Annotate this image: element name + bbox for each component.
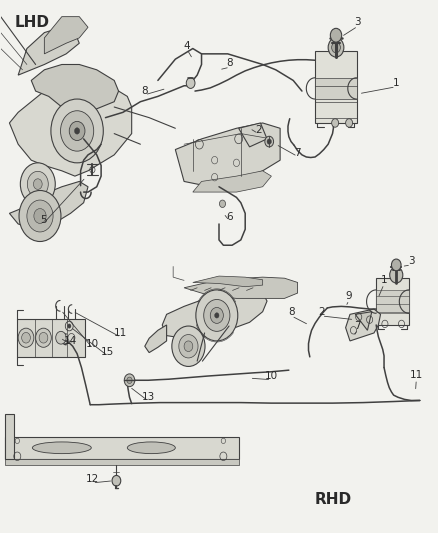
Circle shape [27,200,53,232]
Circle shape [67,324,71,328]
Text: 1: 1 [381,276,387,285]
Circle shape [34,208,46,223]
Polygon shape [145,325,166,353]
Polygon shape [44,17,88,54]
Polygon shape [31,64,119,112]
Circle shape [346,119,353,127]
Text: 2: 2 [255,125,261,135]
Circle shape [196,290,238,341]
Polygon shape [193,276,263,287]
Circle shape [39,333,48,343]
Bar [315,51,357,123]
Polygon shape [193,171,272,192]
Circle shape [20,163,55,205]
Text: 12: 12 [86,474,99,484]
Circle shape [179,335,198,358]
Circle shape [60,111,94,151]
Polygon shape [239,123,267,147]
Circle shape [204,300,230,332]
Circle shape [267,139,272,144]
Polygon shape [18,27,79,75]
Circle shape [330,28,342,42]
Circle shape [33,179,42,189]
Circle shape [172,326,205,367]
Circle shape [332,119,339,127]
Text: 14: 14 [64,336,77,346]
Circle shape [127,377,132,383]
Circle shape [112,475,121,486]
Ellipse shape [32,442,91,454]
Circle shape [332,42,340,53]
Text: 2: 2 [318,307,325,317]
Polygon shape [184,277,297,298]
Circle shape [215,313,219,318]
Circle shape [21,333,30,343]
Polygon shape [175,123,280,187]
Circle shape [328,38,344,57]
Polygon shape [10,75,132,176]
Text: 8: 8 [226,59,233,68]
Text: 7: 7 [294,148,301,158]
Text: 3: 3 [408,256,414,266]
Polygon shape [355,312,372,330]
Text: 10: 10 [265,371,278,381]
Text: 6: 6 [226,212,233,222]
Text: RHD: RHD [315,492,352,507]
Bar [376,290,409,313]
Circle shape [74,128,80,134]
Text: 15: 15 [101,347,114,357]
Bar [315,78,357,99]
Text: 13: 13 [141,392,155,402]
Circle shape [390,267,403,283]
Circle shape [184,341,193,352]
Circle shape [219,200,226,207]
Circle shape [69,122,85,141]
Bar [376,278,409,325]
Circle shape [56,332,66,344]
Bar [17,319,85,357]
Text: 3: 3 [354,17,361,27]
Circle shape [19,190,61,241]
Text: 1: 1 [392,78,399,88]
Polygon shape [5,437,239,459]
Circle shape [392,259,401,271]
Text: 7: 7 [354,320,361,330]
Circle shape [186,78,195,88]
Polygon shape [10,181,88,229]
Circle shape [35,328,51,348]
Ellipse shape [127,442,175,454]
Text: 10: 10 [86,339,99,349]
Text: 8: 8 [141,86,148,96]
Polygon shape [162,290,267,338]
Text: LHD: LHD [14,14,49,29]
Circle shape [210,308,223,324]
Text: 8: 8 [288,307,295,317]
Polygon shape [346,309,381,341]
Text: 4: 4 [184,41,191,51]
Text: 11: 11 [410,370,423,381]
Text: 9: 9 [346,291,353,301]
Text: 11: 11 [114,328,127,338]
Circle shape [18,328,34,348]
Bar [5,414,14,459]
Circle shape [265,136,274,147]
Circle shape [27,171,48,197]
Text: 5: 5 [40,215,47,225]
Bar [5,459,239,465]
Circle shape [124,374,135,386]
Circle shape [51,99,103,163]
